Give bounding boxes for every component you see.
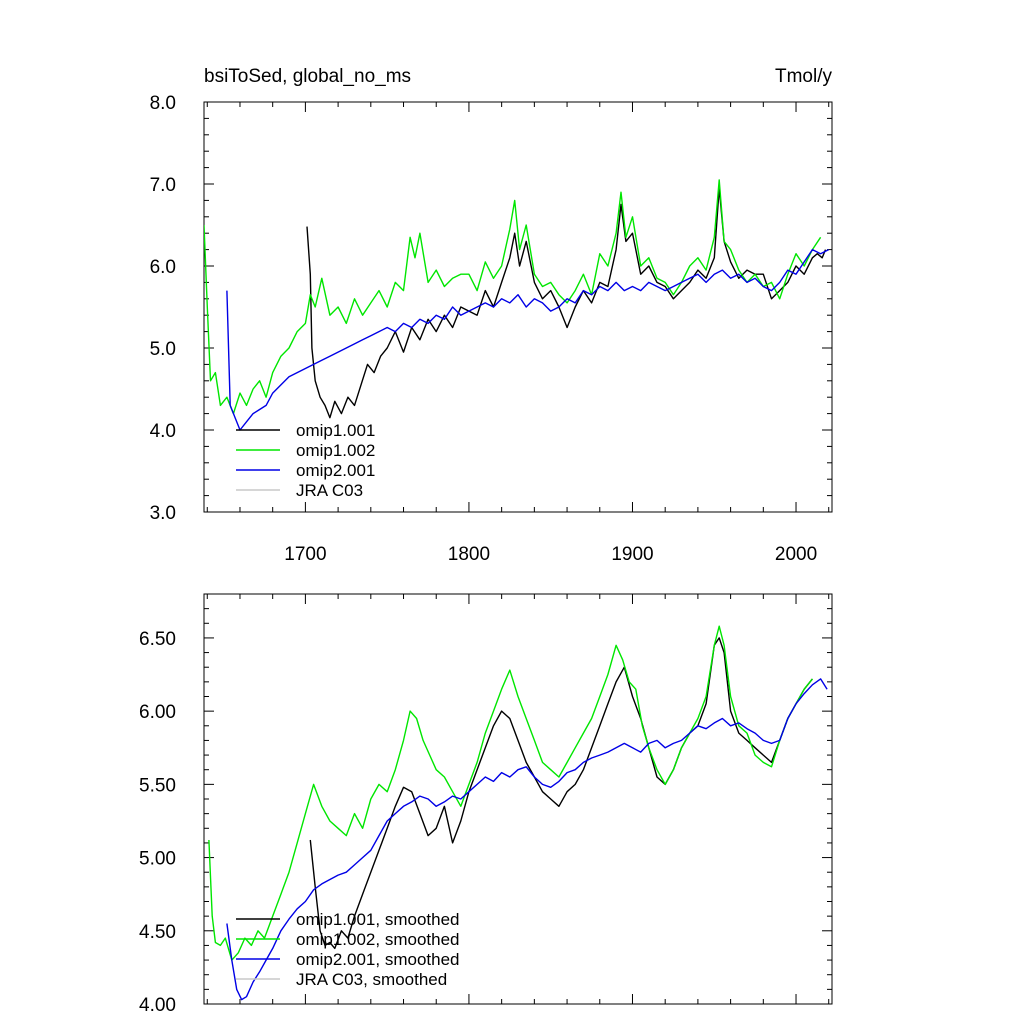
bottom-panel: 4.00 4.50 5.00 5.50 6.00 6.50 omip1.001, smoot… — [139, 593, 833, 1016]
series-line-omip1-001-smoothed — [309, 637, 813, 950]
series-line-omip1-002-smoothed — [208, 625, 813, 961]
legend-label: omip1.001 — [296, 421, 375, 440]
legend-label: omip1.002 — [296, 441, 375, 460]
y-tick-label: 4.0 — [150, 421, 176, 442]
legend-label: JRA C03, smoothed — [296, 970, 447, 989]
y-tick-label: 4.00 — [139, 995, 176, 1016]
y-tick-label: 5.00 — [139, 849, 176, 870]
plot-frame — [203, 101, 833, 513]
y-tick-label: 6.0 — [150, 257, 176, 278]
legend-label: JRA C03 — [296, 481, 363, 500]
series-group — [208, 625, 828, 1001]
chart-title: bsiToSed, global_no_ms — [204, 66, 411, 87]
y-tick-label: 5.0 — [150, 339, 176, 360]
y-tick-label: 8.0 — [150, 93, 176, 114]
units-label: Tmol/y — [775, 66, 833, 87]
legend-label: omip1.001, smoothed — [296, 910, 460, 929]
series-line-omip2-001 — [226, 248, 830, 431]
legend-label: omip2.001, smoothed — [296, 950, 460, 969]
series-line-omip1-002 — [204, 179, 822, 415]
series-line-omip2-001-smoothed — [226, 678, 828, 1001]
x-tick-label: 1700 — [284, 544, 326, 565]
y-tick-label: 6.00 — [139, 702, 176, 723]
y-tick-label: 4.50 — [139, 922, 176, 943]
top-panel: 1700 1800 1900 2000 3.0 4.0 5.0 6.0 7.0 8.0 omip1.… — [150, 93, 833, 565]
y-tick-label: 5.50 — [139, 775, 176, 796]
y-tick-label: 6.50 — [139, 629, 176, 650]
y-tick-label: 7.0 — [150, 175, 176, 196]
legend-label: omip1.002, smoothed — [296, 930, 460, 949]
legend-label: omip2.001 — [296, 461, 375, 480]
series-group — [204, 179, 830, 431]
x-tick-label: 1800 — [448, 544, 490, 565]
y-tick-label: 3.0 — [150, 503, 176, 524]
x-tick-label: 1900 — [611, 544, 653, 565]
x-tick-label: 2000 — [775, 544, 817, 565]
